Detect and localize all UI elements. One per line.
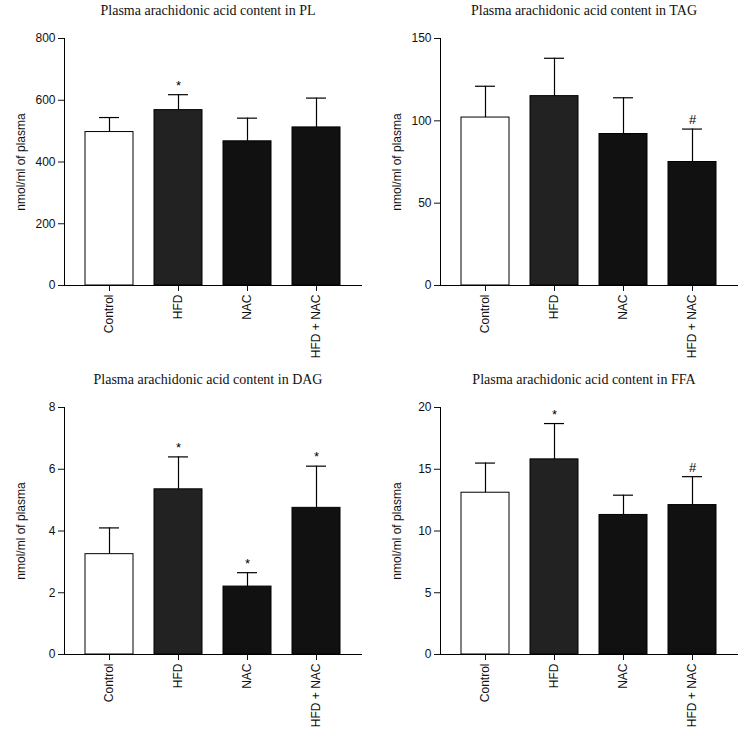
svg-text:Control: Control (102, 664, 116, 703)
html-text:Plasma arachidonic acid conten: Plasma arachidonic acid content in DAG (93, 372, 323, 387)
svg-text:4: 4 (49, 524, 56, 538)
html-text:Plasma arachidonic acid conten: Plasma arachidonic acid content in FFA (472, 372, 696, 387)
svg-text:400: 400 (35, 155, 55, 169)
svg-text:0: 0 (49, 278, 56, 292)
svg-text:0: 0 (425, 647, 432, 661)
svg-text:6: 6 (49, 462, 56, 476)
svg-text:HFD + NAC: HFD + NAC (685, 294, 699, 358)
svg-text:100: 100 (411, 114, 431, 128)
svg-text:nmol/ml of plasma: nmol/ml of plasma (390, 113, 404, 211)
svg-text:800: 800 (35, 31, 55, 45)
svg-text:NAC: NAC (616, 294, 630, 320)
svg-text:*: * (314, 449, 319, 464)
svg-text:0: 0 (49, 647, 56, 661)
svg-text:0: 0 (425, 278, 432, 292)
svg-text:HFD: HFD (547, 663, 561, 688)
svg-text:nmol/ml of plasma: nmol/ml of plasma (390, 482, 404, 580)
svg-text:*: * (176, 440, 181, 455)
svg-text:HFD: HFD (171, 294, 185, 319)
svg-text:150: 150 (411, 31, 431, 45)
svg-text:600: 600 (35, 93, 55, 107)
svg-text:NAC: NAC (240, 663, 254, 689)
svg-text:50: 50 (418, 196, 432, 210)
svg-text:HFD + NAC: HFD + NAC (685, 663, 699, 727)
svg-text:*: * (552, 407, 557, 422)
svg-text:HFD + NAC: HFD + NAC (309, 663, 323, 727)
svg-text:#: # (689, 112, 697, 127)
svg-text:HFD: HFD (171, 663, 185, 688)
html-text:Plasma arachidonic acid conten: Plasma arachidonic acid content in TAG (471, 3, 697, 18)
svg-text:200: 200 (35, 217, 55, 231)
svg-text:20: 20 (418, 400, 432, 414)
svg-text:nmol/ml of plasma: nmol/ml of plasma (14, 482, 28, 580)
svg-text:*: * (176, 78, 181, 93)
svg-text:Control: Control (478, 664, 492, 703)
svg-text:#: # (689, 460, 697, 475)
svg-text:10: 10 (418, 524, 432, 538)
svg-text:8: 8 (49, 400, 56, 414)
svg-text:5: 5 (425, 586, 432, 600)
svg-text:HFD: HFD (547, 294, 561, 319)
svg-text:Control: Control (478, 295, 492, 334)
svg-text:*: * (245, 556, 250, 571)
svg-text:Control: Control (102, 295, 116, 334)
svg-text:HFD + NAC: HFD + NAC (309, 294, 323, 358)
svg-text:nmol/ml of plasma: nmol/ml of plasma (14, 113, 28, 211)
svg-text:NAC: NAC (616, 663, 630, 689)
svg-text:NAC: NAC (240, 294, 254, 320)
svg-text:2: 2 (49, 586, 56, 600)
svg-text:15: 15 (418, 462, 432, 476)
html-text:Plasma arachidonic acid conten: Plasma arachidonic acid content in PL (100, 3, 316, 18)
